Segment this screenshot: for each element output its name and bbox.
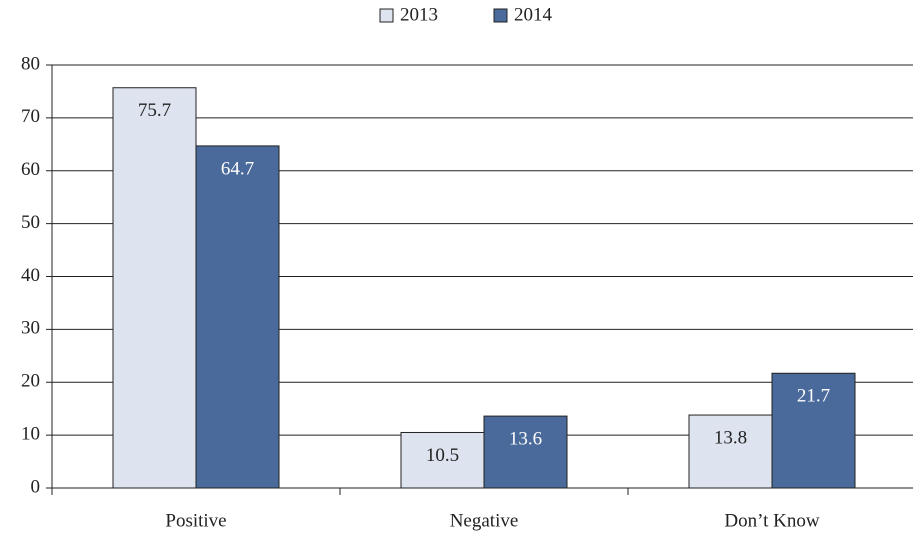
legend-swatch	[493, 8, 508, 23]
value-label: 64.7	[221, 158, 254, 179]
bar	[195, 145, 280, 489]
y-tick-label: 80	[21, 53, 40, 74]
y-tick-label: 40	[21, 265, 40, 286]
x-tick-label: Don’t Know	[724, 510, 819, 531]
bar	[771, 372, 856, 489]
y-tick-label: 30	[21, 318, 40, 339]
value-label: 10.5	[426, 445, 459, 466]
y-tick-label: 60	[21, 159, 40, 180]
bar	[688, 414, 773, 489]
bar	[112, 87, 197, 489]
y-tick-label: 0	[31, 476, 41, 497]
y-tick-label: 70	[21, 106, 40, 127]
legend-swatch	[379, 8, 394, 23]
value-label: 75.7	[138, 100, 171, 121]
legend-label: 2014	[514, 4, 553, 25]
value-label: 13.6	[509, 428, 542, 449]
x-tick-label: Positive	[165, 510, 226, 531]
value-label: 21.7	[797, 386, 830, 407]
y-tick-label: 10	[21, 423, 40, 444]
bar	[483, 415, 568, 489]
x-tick-label: Negative	[450, 510, 519, 531]
y-tick-label: 50	[21, 212, 40, 233]
y-tick-label: 20	[21, 371, 40, 392]
legend-label: 2013	[400, 4, 438, 25]
value-label: 13.8	[714, 427, 747, 448]
